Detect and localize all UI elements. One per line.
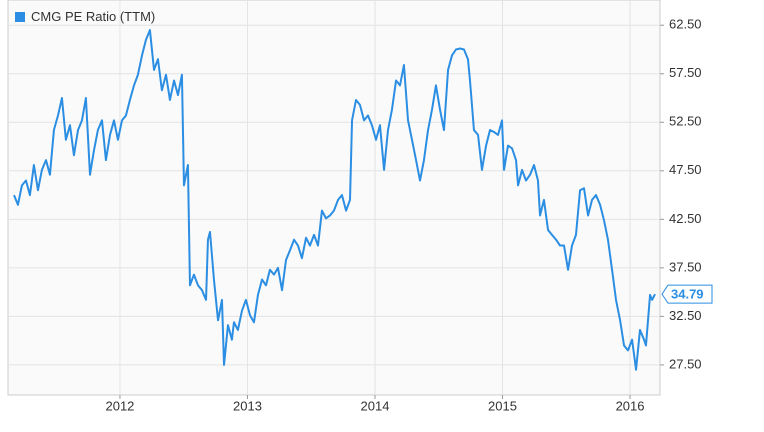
legend: CMG PE Ratio (TTM) <box>15 9 155 24</box>
y-tick-label: 37.50 <box>669 259 702 274</box>
x-tick-label: 2015 <box>488 398 517 413</box>
y-tick-label: 42.50 <box>669 211 702 226</box>
value-label: 34.79 <box>671 287 704 302</box>
y-tick-label: 52.50 <box>669 114 702 129</box>
value-callout <box>661 284 713 304</box>
plot-area <box>7 0 661 396</box>
y-tick-label: 47.50 <box>669 162 702 177</box>
x-tick-label: 2013 <box>233 398 262 413</box>
x-tick-label: 2014 <box>361 398 390 413</box>
y-tick-label: 32.50 <box>669 308 702 323</box>
x-tick-label: 2012 <box>105 398 134 413</box>
x-tick-label: 2016 <box>616 398 645 413</box>
y-tick-label: 27.50 <box>669 356 702 371</box>
y-tick-label: 57.50 <box>669 65 702 80</box>
legend-label: CMG PE Ratio (TTM) <box>31 9 155 24</box>
legend-swatch <box>15 12 25 22</box>
line <box>13 29 656 371</box>
y-tick-label: 62.50 <box>669 17 702 32</box>
